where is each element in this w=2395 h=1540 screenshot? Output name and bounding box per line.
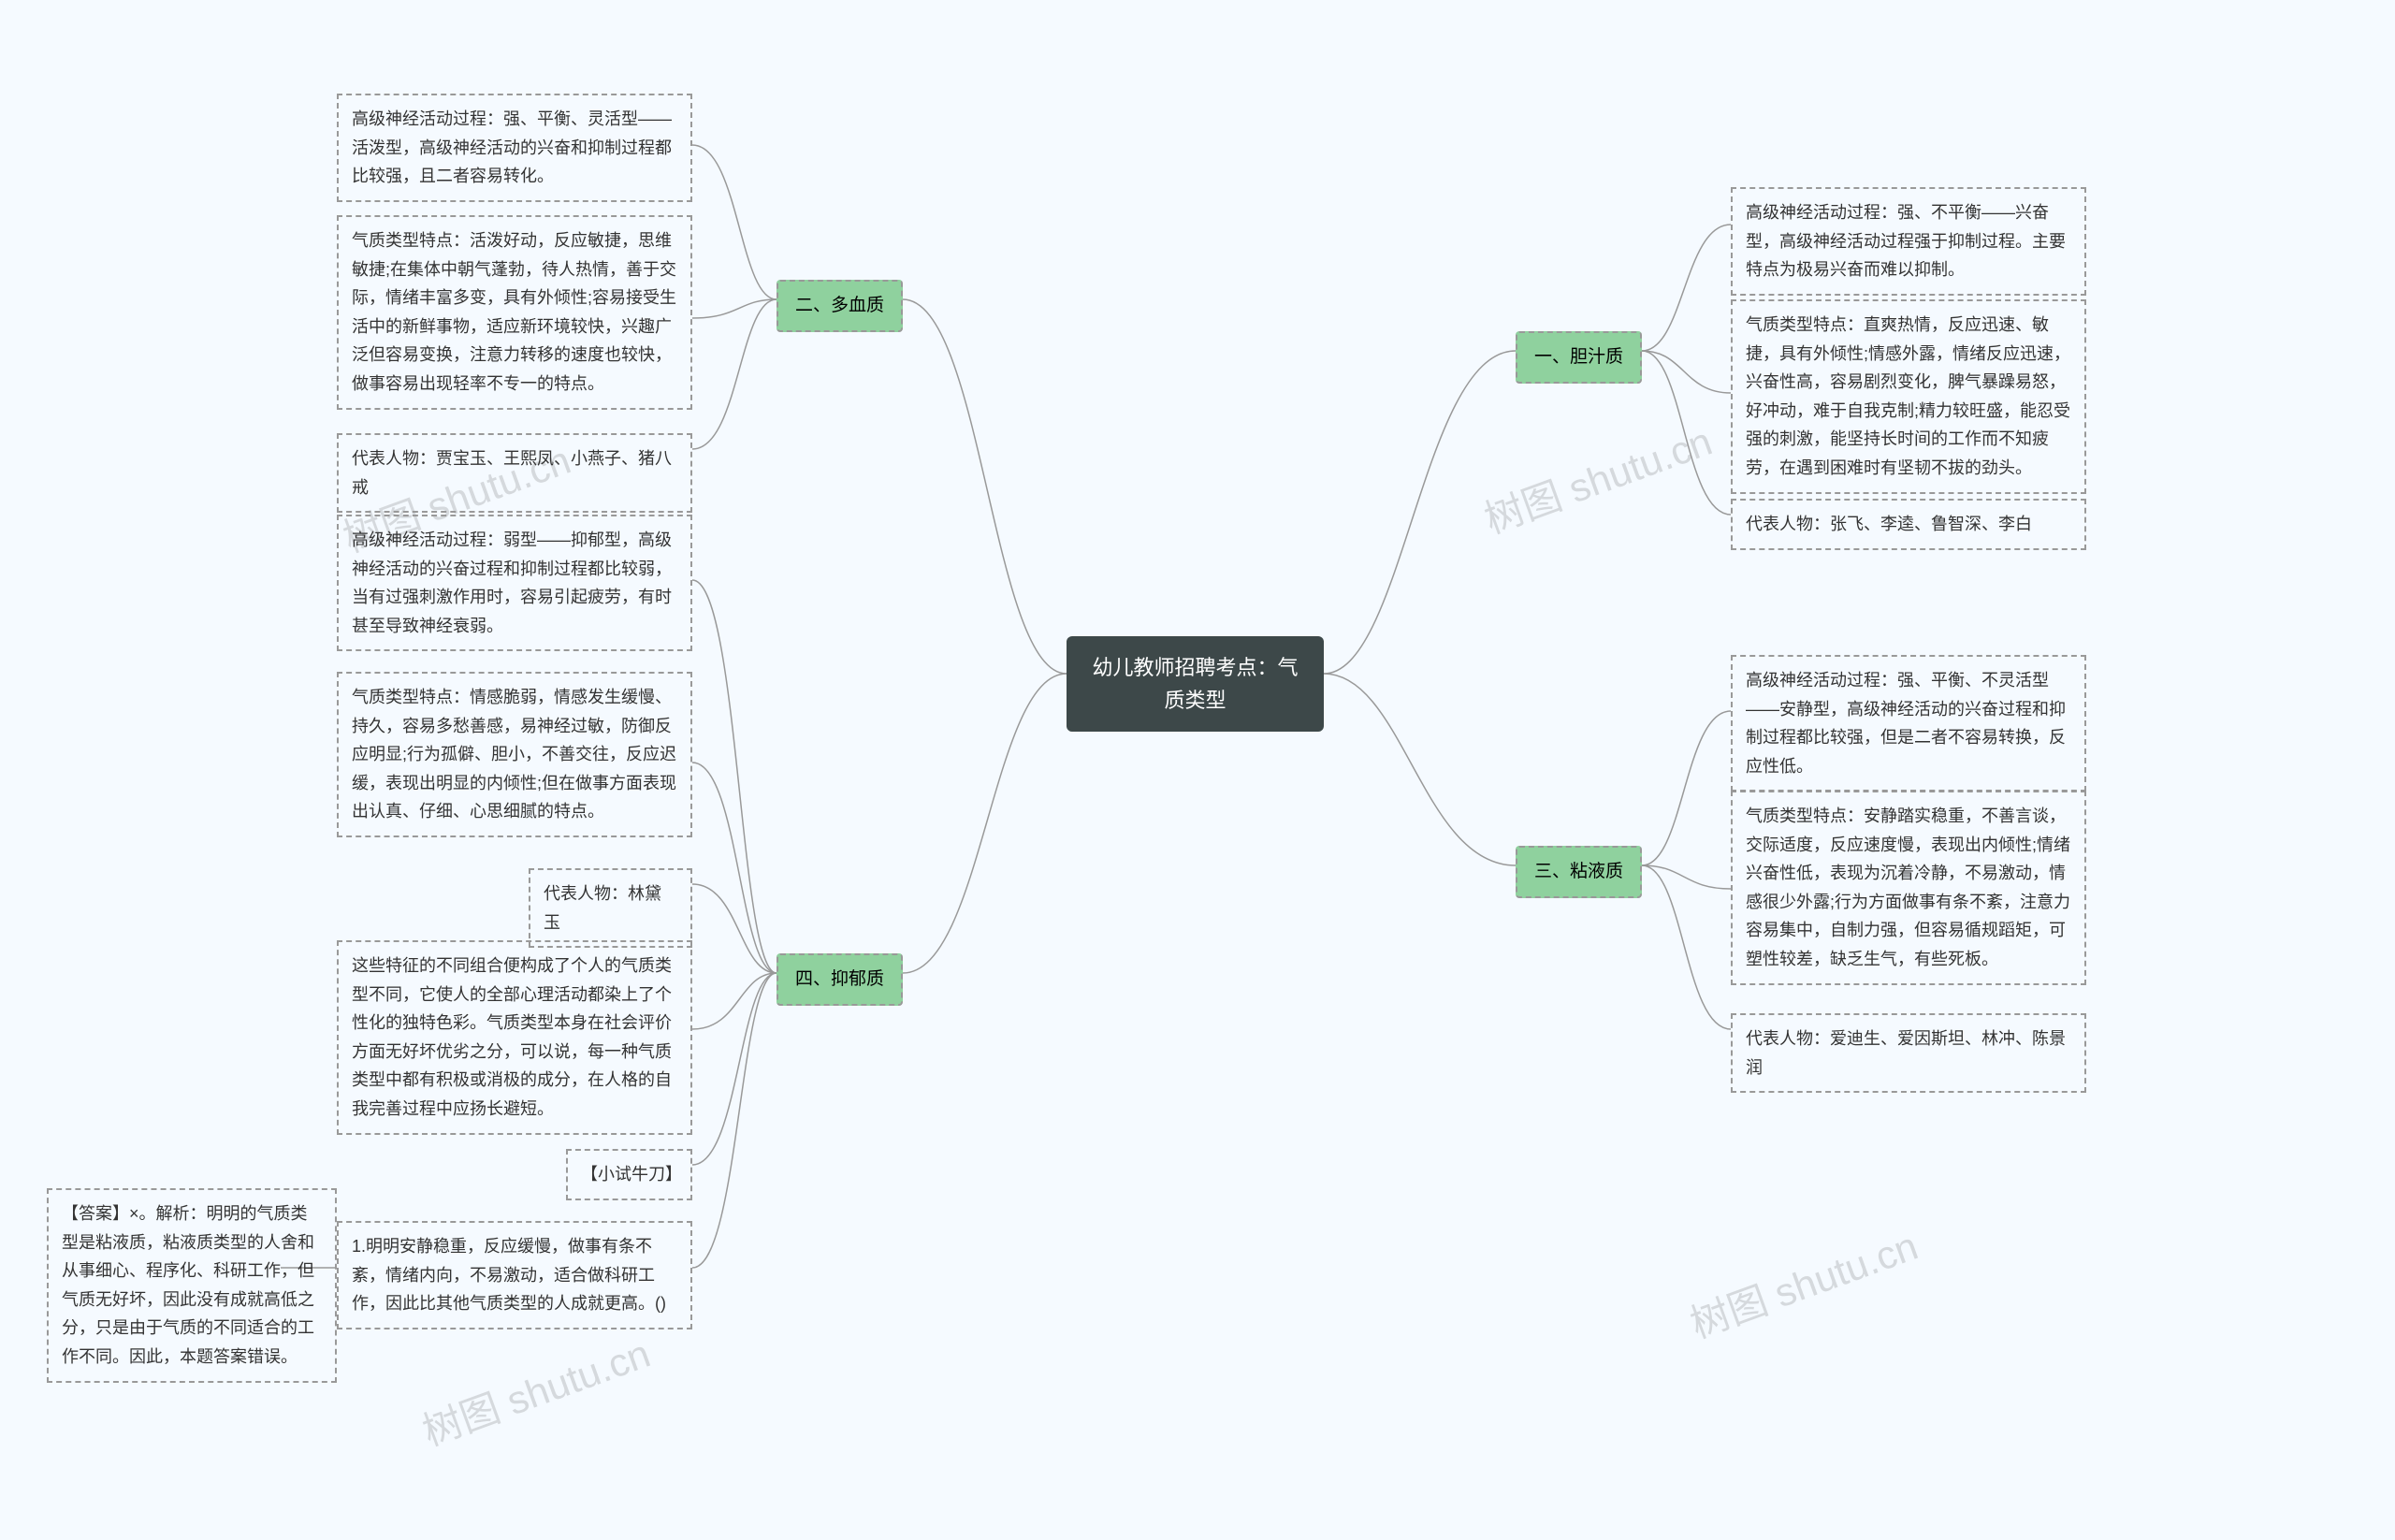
leaf-node: 气质类型特点：安静踏实稳重，不善言谈，交际适度，反应速度慢，表现出内倾性;情绪兴… (1731, 791, 2086, 985)
cat-label: 四、抑郁质 (795, 969, 884, 989)
leaf-text: 高级神经活动过程：弱型——抑郁型，高级神经活动的兴奋过程和抑制过程都比较弱，当有… (352, 530, 672, 635)
leaf-text: 气质类型特点：直爽热情，反应迅速、敏捷，具有外倾性;情感外露，情绪反应迅速，兴奋… (1746, 315, 2070, 477)
watermark: 树图 shutu.cn (1681, 1214, 1924, 1349)
leaf-node: 代表人物：林黛玉 (529, 868, 692, 948)
leaf-node: 代表人物：爱迪生、爱因斯坦、林冲、陈景润 (1731, 1013, 2086, 1093)
leaf-text: 气质类型特点：情感脆弱，情感发生缓慢、持久，容易多愁善感，易神经过敏，防御反应明… (352, 688, 676, 821)
watermark: 树图 shutu.cn (414, 1322, 657, 1457)
leaf-text: 高级神经活动过程：强、平衡、灵活型——活泼型，高级神经活动的兴奋和抑制过程都比较… (352, 109, 672, 185)
leaf-text: 代表人物：林黛玉 (544, 884, 661, 932)
leaf-node: 【小试牛刀】 (566, 1149, 692, 1200)
leaf-node: 高级神经活动过程：强、平衡、灵活型——活泼型，高级神经活动的兴奋和抑制过程都比较… (337, 94, 692, 202)
leaf-node: 气质类型特点：情感脆弱，情感发生缓慢、持久，容易多愁善感，易神经过敏，防御反应明… (337, 672, 692, 837)
leaf-node: 高级神经活动过程：弱型——抑郁型，高级神经活动的兴奋过程和抑制过程都比较弱，当有… (337, 515, 692, 651)
cat-label: 二、多血质 (795, 296, 884, 315)
leaf-node: 高级神经活动过程：强、不平衡——兴奋型，高级神经活动过程强于抑制过程。主要特点为… (1731, 187, 2086, 296)
leaf-text: 1.明明安静稳重，反应缓慢，做事有条不紊，情绪内向，不易激动，适合做科研工作，因… (352, 1237, 666, 1313)
leaf-node: 代表人物：张飞、李逵、鲁智深、李白 (1731, 499, 2086, 550)
category-sanguine: 二、多血质 (777, 280, 903, 332)
watermark: 树图 shutu.cn (1475, 410, 1719, 545)
leaf-text: 代表人物：爱迪生、爱因斯坦、林冲、陈景润 (1746, 1029, 2066, 1077)
cat-label: 一、胆汁质 (1534, 347, 1623, 367)
category-phlegmatic: 三、粘液质 (1516, 846, 1642, 898)
leaf-text: 气质类型特点：安静踏实稳重，不善言谈，交际适度，反应速度慢，表现出内倾性;情绪兴… (1746, 806, 2070, 968)
leaf-text: 【小试牛刀】 (581, 1165, 682, 1184)
category-melancholic: 四、抑郁质 (777, 953, 903, 1006)
leaf-node: 1.明明安静稳重，反应缓慢，做事有条不紊，情绪内向，不易激动，适合做科研工作，因… (337, 1221, 692, 1329)
category-choleric: 一、胆汁质 (1516, 331, 1642, 384)
leaf-text: 气质类型特点：活泼好动，反应敏捷，思维敏捷;在集体中朝气蓬勃，待人热情，善于交际… (352, 231, 676, 393)
leaf-node: 气质类型特点：活泼好动，反应敏捷，思维敏捷;在集体中朝气蓬勃，待人热情，善于交际… (337, 215, 692, 410)
answer-node: 【答案】×。解析：明明的气质类型是粘液质，粘液质类型的人舍和从事细心、程序化、科… (47, 1188, 337, 1383)
leaf-node: 气质类型特点：直爽热情，反应迅速、敏捷，具有外倾性;情感外露，情绪反应迅速，兴奋… (1731, 299, 2086, 494)
cat-label: 三、粘液质 (1534, 862, 1623, 881)
leaf-text: 代表人物：张飞、李逵、鲁智深、李白 (1746, 515, 2032, 533)
leaf-node: 代表人物：贾宝玉、王熙凤、小燕子、猪八戒 (337, 433, 692, 513)
leaf-node: 这些特征的不同组合便构成了个人的气质类型不同，它使人的全部心理活动都染上了个性化… (337, 940, 692, 1135)
leaf-text: 【答案】×。解析：明明的气质类型是粘液质，粘液质类型的人舍和从事细心、程序化、科… (62, 1204, 314, 1366)
leaf-text: 高级神经活动过程：强、不平衡——兴奋型，高级神经活动过程强于抑制过程。主要特点为… (1746, 203, 2066, 279)
center-node: 幼儿教师招聘考点：气质类型 (1067, 636, 1324, 732)
leaf-text: 代表人物：贾宝玉、王熙凤、小燕子、猪八戒 (352, 449, 672, 497)
center-title: 幼儿教师招聘考点：气质类型 (1092, 656, 1298, 712)
leaf-text: 高级神经活动过程：强、平衡、不灵活型——安静型，高级神经活动的兴奋过程和抑制过程… (1746, 671, 2066, 776)
leaf-node: 高级神经活动过程：强、平衡、不灵活型——安静型，高级神经活动的兴奋过程和抑制过程… (1731, 655, 2086, 792)
leaf-text: 这些特征的不同组合便构成了个人的气质类型不同，它使人的全部心理活动都染上了个性化… (352, 956, 672, 1118)
